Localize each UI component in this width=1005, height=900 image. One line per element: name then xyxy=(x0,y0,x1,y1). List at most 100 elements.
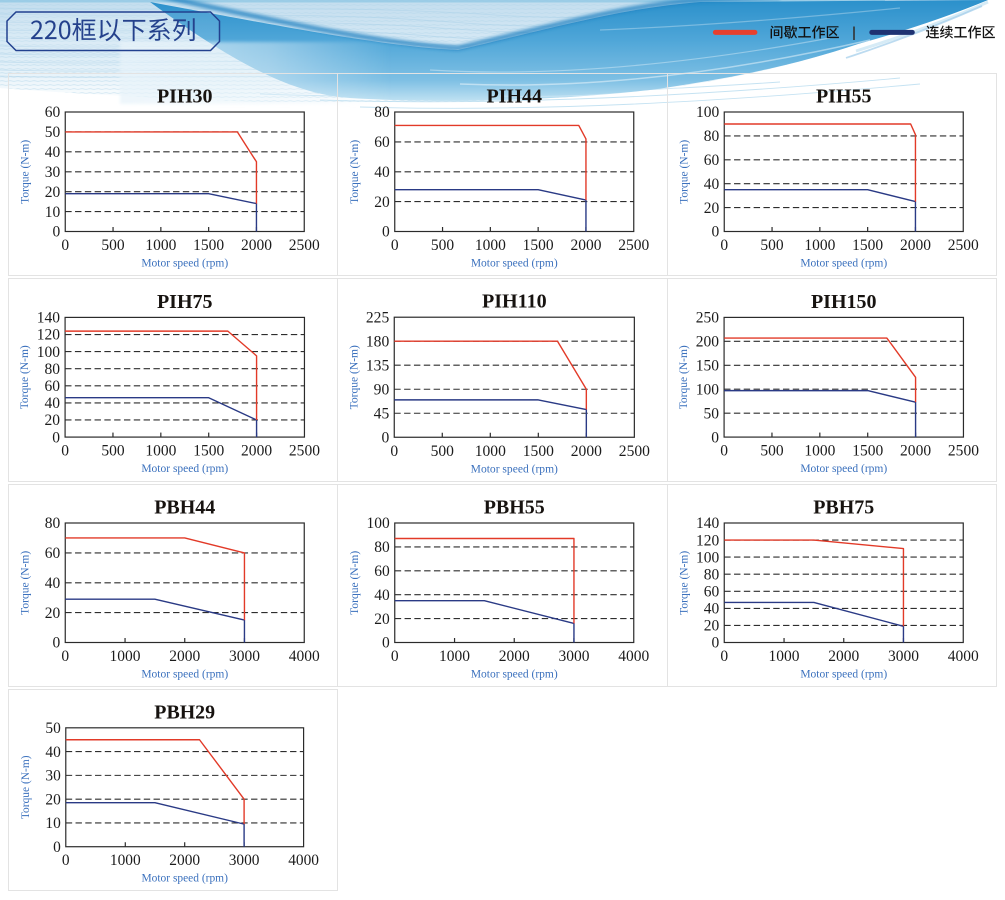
svg-text:0: 0 xyxy=(720,648,728,665)
svg-text:2000: 2000 xyxy=(240,237,271,254)
svg-text:0: 0 xyxy=(61,648,69,665)
svg-text:225: 225 xyxy=(365,309,389,326)
svg-text:Motor speed (rpm): Motor speed (rpm) xyxy=(800,668,887,680)
svg-text:80: 80 xyxy=(374,104,390,121)
svg-text:Torque (N-m): Torque (N-m) xyxy=(348,139,360,203)
svg-text:100: 100 xyxy=(36,343,60,360)
svg-text:40: 40 xyxy=(374,586,390,603)
svg-text:80: 80 xyxy=(703,566,719,583)
svg-text:2000: 2000 xyxy=(169,852,200,869)
svg-text:2000: 2000 xyxy=(241,442,272,459)
svg-text:500: 500 xyxy=(101,442,125,459)
svg-text:40: 40 xyxy=(45,743,61,760)
svg-text:PIH55: PIH55 xyxy=(815,85,871,107)
svg-text:20: 20 xyxy=(703,617,719,634)
svg-text:2000: 2000 xyxy=(899,237,930,254)
svg-text:30: 30 xyxy=(44,164,60,181)
svg-text:3000: 3000 xyxy=(228,852,259,869)
svg-text:250: 250 xyxy=(695,309,719,326)
svg-text:2500: 2500 xyxy=(618,237,649,254)
svg-text:0: 0 xyxy=(53,838,61,855)
svg-text:PBH44: PBH44 xyxy=(154,496,215,518)
svg-text:PIH150: PIH150 xyxy=(810,290,876,312)
svg-text:50: 50 xyxy=(703,405,719,422)
svg-text:0: 0 xyxy=(390,648,398,665)
svg-text:0: 0 xyxy=(52,634,60,651)
svg-text:150: 150 xyxy=(695,357,719,374)
svg-text:80: 80 xyxy=(703,128,719,145)
svg-text:Torque (N-m): Torque (N-m) xyxy=(348,344,360,408)
svg-text:0: 0 xyxy=(711,429,719,446)
svg-text:Torque (N-m): Torque (N-m) xyxy=(19,550,31,614)
svg-text:Torque (N-m): Torque (N-m) xyxy=(678,550,690,614)
svg-text:2000: 2000 xyxy=(169,648,200,665)
svg-text:45: 45 xyxy=(373,405,389,422)
svg-text:Motor speed (rpm): Motor speed (rpm) xyxy=(470,668,557,680)
svg-text:4000: 4000 xyxy=(288,648,319,665)
svg-text:140: 140 xyxy=(36,309,60,326)
svg-text:2500: 2500 xyxy=(618,442,649,459)
svg-text:500: 500 xyxy=(430,442,454,459)
svg-text:1000: 1000 xyxy=(109,852,140,869)
svg-text:Torque (N-m): Torque (N-m) xyxy=(20,755,32,819)
svg-text:0: 0 xyxy=(390,237,398,254)
svg-text:100: 100 xyxy=(696,104,720,121)
svg-text:500: 500 xyxy=(101,237,125,254)
svg-text:60: 60 xyxy=(374,563,390,580)
svg-text:20: 20 xyxy=(703,199,719,216)
svg-text:Motor speed (rpm): Motor speed (rpm) xyxy=(141,463,228,475)
svg-text:180: 180 xyxy=(365,333,389,350)
svg-text:0: 0 xyxy=(382,223,390,240)
svg-text:20: 20 xyxy=(374,610,390,627)
svg-text:Torque (N-m): Torque (N-m) xyxy=(678,139,690,203)
svg-text:Motor speed (rpm): Motor speed (rpm) xyxy=(800,463,887,475)
svg-text:1500: 1500 xyxy=(852,442,883,459)
svg-text:Motor speed (rpm): Motor speed (rpm) xyxy=(800,257,887,269)
svg-text:Motor speed (rpm): Motor speed (rpm) xyxy=(141,257,228,269)
svg-text:0: 0 xyxy=(720,237,728,254)
svg-text:2000: 2000 xyxy=(498,648,529,665)
svg-text:2500: 2500 xyxy=(288,237,319,254)
svg-text:Torque (N-m): Torque (N-m) xyxy=(678,345,690,409)
svg-text:50: 50 xyxy=(44,124,60,141)
svg-text:3000: 3000 xyxy=(558,648,589,665)
svg-text:1000: 1000 xyxy=(145,442,176,459)
svg-text:1500: 1500 xyxy=(193,237,224,254)
svg-text:20: 20 xyxy=(44,412,60,429)
svg-text:4000: 4000 xyxy=(618,648,649,665)
svg-text:3000: 3000 xyxy=(887,648,918,665)
svg-text:80: 80 xyxy=(374,539,390,556)
svg-text:60: 60 xyxy=(703,152,719,169)
svg-text:100: 100 xyxy=(696,549,720,566)
svg-text:40: 40 xyxy=(703,600,719,617)
svg-text:PBH75: PBH75 xyxy=(813,496,874,518)
svg-text:1000: 1000 xyxy=(768,648,799,665)
svg-text:1000: 1000 xyxy=(474,442,505,459)
svg-text:1000: 1000 xyxy=(439,648,470,665)
svg-text:2500: 2500 xyxy=(947,442,978,459)
svg-text:1000: 1000 xyxy=(109,648,140,665)
svg-text:60: 60 xyxy=(44,545,60,562)
svg-text:2000: 2000 xyxy=(900,442,931,459)
svg-text:0: 0 xyxy=(61,442,69,459)
svg-text:30: 30 xyxy=(45,767,61,784)
svg-text:1500: 1500 xyxy=(522,237,553,254)
svg-text:100: 100 xyxy=(366,515,390,532)
svg-text:500: 500 xyxy=(760,237,784,254)
svg-text:90: 90 xyxy=(373,381,389,398)
svg-text:Motor speed (rpm): Motor speed (rpm) xyxy=(141,872,228,884)
svg-text:PIH110: PIH110 xyxy=(481,290,546,312)
svg-text:20: 20 xyxy=(45,791,61,808)
svg-text:100: 100 xyxy=(695,381,719,398)
svg-text:0: 0 xyxy=(711,634,719,651)
svg-text:1000: 1000 xyxy=(804,442,835,459)
svg-text:0: 0 xyxy=(390,442,398,459)
svg-text:2500: 2500 xyxy=(288,442,319,459)
svg-text:0: 0 xyxy=(52,223,60,240)
svg-text:60: 60 xyxy=(703,583,719,600)
svg-text:135: 135 xyxy=(365,357,389,374)
svg-text:1500: 1500 xyxy=(193,442,224,459)
svg-text:20: 20 xyxy=(44,604,60,621)
svg-text:120: 120 xyxy=(696,532,720,549)
svg-text:Motor speed (rpm): Motor speed (rpm) xyxy=(141,668,228,680)
